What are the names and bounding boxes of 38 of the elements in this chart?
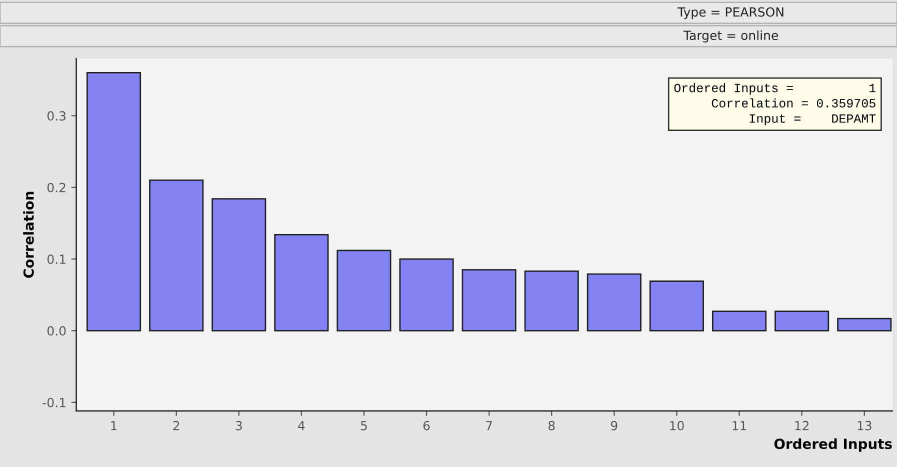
- bar: [149, 180, 204, 332]
- x-tick-label: 4: [298, 421, 305, 430]
- y-tick-label: 0.0: [47, 326, 66, 336]
- y-tick-label: -0.1: [42, 398, 66, 408]
- y-axis-title: Correlation: [23, 192, 34, 278]
- bar: [462, 269, 516, 332]
- annotation: Input = DEPAMT: [750, 114, 876, 126]
- x-tick-label: 3: [236, 420, 242, 430]
- bar: [712, 310, 767, 332]
- x-tick-label: 9: [610, 420, 618, 430]
- bar: [336, 250, 392, 332]
- x-axis-title: Ordered Inputs: [774, 438, 892, 452]
- x-tick-label: 13: [858, 420, 872, 430]
- annotation: Ordered Inputs = 1: [674, 83, 876, 95]
- bar: [837, 318, 892, 332]
- bar: [524, 270, 579, 332]
- bar: [586, 273, 642, 332]
- bar: [86, 72, 142, 332]
- annotation: Correlation = 0.359705: [712, 98, 876, 108]
- x-tick-label: 2: [173, 420, 180, 430]
- y-tick-label: 0.3: [47, 111, 66, 121]
- x-tick-label: 5: [360, 421, 367, 430]
- bar: [399, 258, 454, 332]
- y-tick-label: 0.1: [47, 254, 66, 264]
- x-tick-label: 1: [111, 421, 117, 430]
- y-tick-label: 0.2: [47, 182, 66, 192]
- chart-title: Type = PEARSON: [678, 7, 784, 20]
- x-tick-label: 12: [795, 420, 809, 430]
- bar: [274, 234, 329, 332]
- x-tick-label: 7: [486, 421, 492, 430]
- chart-subtitle: Target = online: [683, 30, 778, 42]
- x-tick-label: 10: [670, 420, 684, 430]
- bar: [649, 280, 704, 332]
- bar: [774, 310, 830, 332]
- x-tick-label: 11: [732, 421, 746, 430]
- x-tick-label: 8: [548, 420, 555, 430]
- x-tick-label: 6: [423, 420, 430, 430]
- bar: [212, 198, 266, 332]
